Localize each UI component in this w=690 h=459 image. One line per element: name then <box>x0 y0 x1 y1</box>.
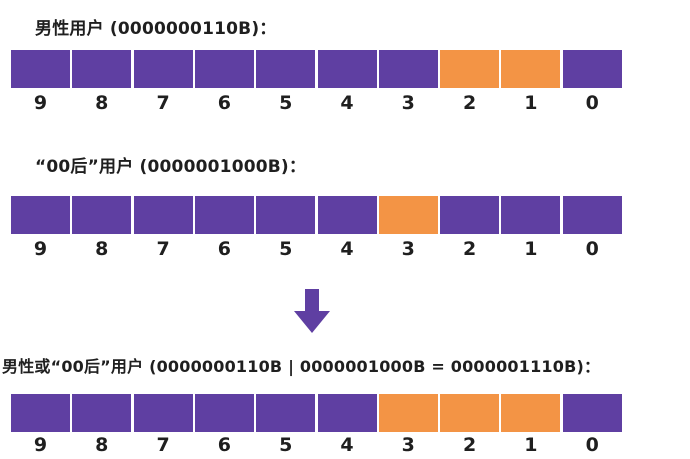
bit-cell <box>378 196 438 234</box>
bit-index-label: 6 <box>217 92 231 114</box>
bit-index-label: 8 <box>95 92 109 114</box>
bit-index-label: 0 <box>585 238 599 260</box>
bit-index-label: 7 <box>156 92 170 114</box>
bit-index-label: 4 <box>340 92 354 114</box>
bit-index-label: 9 <box>33 92 48 114</box>
bit-index-label: 7 <box>156 238 170 260</box>
bit-cell <box>11 394 70 432</box>
caption-post-00-users: “00后”用户 (0000001000B)： <box>35 157 307 177</box>
bit-index-label: 1 <box>524 238 538 260</box>
bit-cell <box>378 50 438 88</box>
bit-cell <box>133 50 193 88</box>
caption-male-users: 男性用户 (0000000110B)： <box>35 19 277 39</box>
bit-cell <box>378 394 438 432</box>
bit-index-label: 3 <box>401 434 415 456</box>
down-arrow-icon <box>294 289 330 333</box>
bit-index-label: 5 <box>279 92 293 114</box>
bit-cell <box>317 196 377 234</box>
bit-index-label: 7 <box>156 434 170 456</box>
bit-index-label: 3 <box>401 238 415 260</box>
bit-index-label: 1 <box>524 92 538 114</box>
bit-cell <box>72 50 132 88</box>
bit-labels-row-3: 9 8 7 6 5 4 3 2 1 0 <box>11 434 681 458</box>
bit-row-post-00-users <box>11 196 681 234</box>
bit-cell <box>562 394 622 432</box>
bit-row-male-users <box>11 50 681 88</box>
bit-cell <box>501 50 561 88</box>
bit-index-label: 0 <box>585 434 599 456</box>
bit-index-label: 4 <box>340 434 354 456</box>
bit-index-label: 2 <box>462 92 477 114</box>
bit-cell <box>72 394 132 432</box>
bit-cell <box>317 50 377 88</box>
bit-cell <box>501 196 561 234</box>
bit-cell <box>440 394 500 432</box>
bit-cell <box>194 394 254 432</box>
bit-index-label: 8 <box>95 434 109 456</box>
bit-cell <box>440 50 500 88</box>
bit-index-label: 2 <box>462 434 477 456</box>
bit-cell <box>256 196 316 234</box>
bit-cell <box>256 50 316 88</box>
caption-or-result: 男性或“00后”用户 (0000000110B | 0000001000B = … <box>2 357 601 376</box>
bit-index-label: 9 <box>33 434 48 456</box>
bit-index-label: 5 <box>279 434 293 456</box>
bit-index-label: 6 <box>217 238 231 260</box>
bit-cell <box>562 50 622 88</box>
bit-cell <box>194 50 254 88</box>
bit-index-label: 6 <box>217 434 231 456</box>
bit-index-label: 9 <box>33 238 48 260</box>
bit-cell <box>256 394 316 432</box>
bit-cell <box>194 196 254 234</box>
bit-cell <box>133 394 193 432</box>
bit-cell <box>501 394 561 432</box>
bit-index-label: 2 <box>462 238 477 260</box>
bit-index-label: 5 <box>279 238 293 260</box>
bit-labels-row-2: 9 8 7 6 5 4 3 2 1 0 <box>11 238 681 262</box>
bit-index-label: 3 <box>401 92 415 114</box>
bit-cell <box>440 196 500 234</box>
bit-index-label: 0 <box>585 92 599 114</box>
bit-cell <box>72 196 132 234</box>
bit-labels-row-1: 9 8 7 6 5 4 3 2 1 0 <box>11 92 681 116</box>
bit-cell <box>11 50 70 88</box>
bit-index-label: 8 <box>95 238 109 260</box>
bit-cell <box>11 196 70 234</box>
bit-index-label: 1 <box>524 434 538 456</box>
bit-cell <box>133 196 193 234</box>
bit-cell <box>562 196 622 234</box>
bit-index-label: 4 <box>340 238 354 260</box>
bit-row-or-result <box>11 394 681 432</box>
bit-cell <box>317 394 377 432</box>
